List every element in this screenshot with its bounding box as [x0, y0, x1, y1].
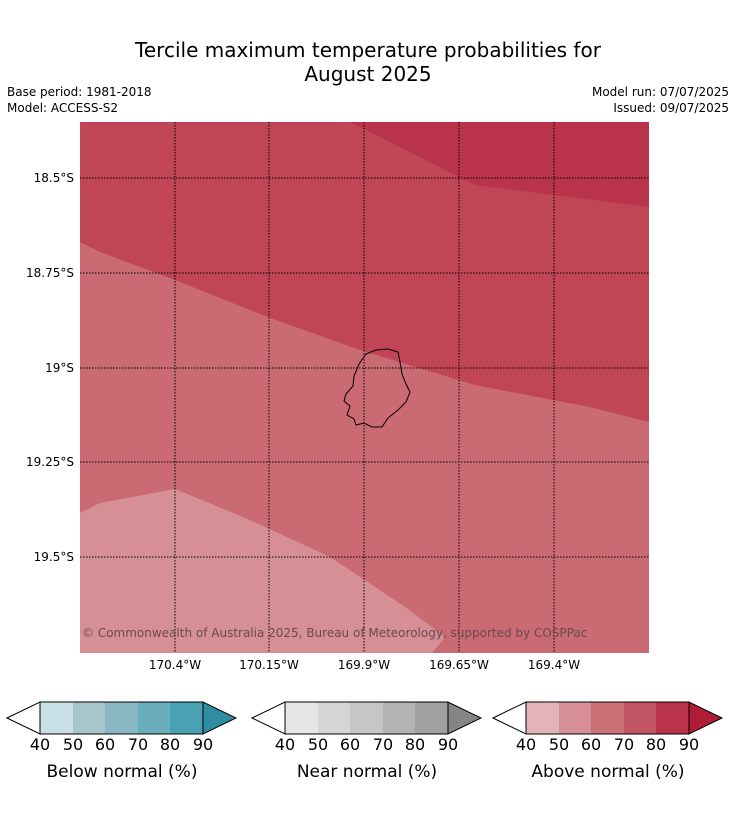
colorbar-below-label: Below normal (%) — [46, 762, 198, 782]
cbar-above-tick: 40 — [515, 735, 537, 754]
cbar-above-tick: 80 — [645, 735, 667, 754]
cbar-near-tick: 90 — [437, 735, 459, 754]
cbar-above-tick: 50 — [548, 735, 570, 754]
cbar-below-tick: 60 — [94, 735, 116, 754]
cbar-below-outline — [39, 701, 204, 735]
cbar-below-tick: 70 — [127, 735, 149, 754]
zone-above-80-90 — [350, 122, 649, 207]
cbar-above-swatch — [559, 702, 591, 734]
cbar-above-swatch — [624, 702, 656, 734]
cbar-near-tick: 60 — [339, 735, 361, 754]
colorbar-below-normal — [6, 701, 238, 735]
colorbar-below-ticks: 40 50 60 70 80 90 — [6, 736, 238, 756]
cbar-above-max-extend — [688, 701, 724, 735]
issued-date: Issued: 09/07/2025 — [613, 101, 729, 115]
cbar-near-swatch — [285, 702, 318, 734]
cbar-near-outline — [284, 701, 449, 735]
cbar-below-swatch — [138, 702, 170, 734]
title-line-1: Tercile maximum temperature probabilitie… — [135, 38, 601, 62]
cbar-near-min-extend — [251, 701, 286, 735]
colorbar-above-normal — [492, 701, 724, 735]
cbar-below-min-extend — [6, 701, 41, 735]
cbar-below-max-extend — [202, 701, 238, 735]
lon-label-5: 169.4°W — [527, 658, 581, 672]
cbar-below-tick: 80 — [159, 735, 181, 754]
cbar-below-swatch — [73, 702, 105, 734]
cbar-near-swatch — [350, 702, 383, 734]
model-name: Model: ACCESS-S2 — [7, 101, 119, 115]
title-line-2: August 2025 — [304, 62, 432, 86]
island-coastline — [343, 348, 411, 428]
cbar-below-swatch — [105, 702, 138, 734]
cbar-below-tick: 40 — [29, 735, 51, 754]
lat-label-5: 19.5°S — [33, 550, 74, 564]
lon-label-2: 170.15°W — [239, 658, 299, 672]
colorbar-near-label: Near normal (%) — [296, 762, 438, 782]
lat-label-1: 18.5°S — [33, 171, 74, 185]
gridlines — [80, 122, 649, 653]
lat-label-3: 19°S — [45, 361, 74, 375]
base-period: Base period: 1981-2018 — [7, 85, 152, 99]
cbar-near-tick: 70 — [372, 735, 394, 754]
cbar-below-tick: 90 — [192, 735, 214, 754]
model-run: Model run: 07/07/2025 — [591, 85, 729, 99]
colorbar-near-normal — [251, 701, 483, 735]
cbar-near-tick: 80 — [404, 735, 426, 754]
probability-map — [80, 122, 649, 653]
lon-label-1: 170.4°W — [148, 658, 202, 672]
cbar-near-tick: 40 — [274, 735, 296, 754]
lon-label-3: 169.9°W — [337, 658, 391, 672]
cbar-above-outline — [525, 701, 690, 735]
cbar-near-swatch — [383, 702, 415, 734]
cbar-above-tick: 70 — [613, 735, 635, 754]
colorbar-above-ticks: 40 50 60 70 80 90 — [492, 736, 724, 756]
cbar-below-swatch — [40, 702, 73, 734]
meta-right: Model run: 07/07/2025 Issued: 09/07/2025 — [592, 84, 729, 116]
cbar-near-swatch — [318, 702, 350, 734]
cbar-near-tick: 50 — [307, 735, 329, 754]
zone-above-50-60 — [80, 489, 445, 653]
cbar-above-min-extend — [492, 701, 527, 735]
copyright-notice: © Commonwealth of Australia 2025, Bureau… — [82, 626, 588, 640]
cbar-above-swatch — [656, 702, 689, 734]
cbar-above-swatch — [591, 702, 624, 734]
cbar-near-max-extend — [447, 701, 483, 735]
colorbar-above-label: Above normal (%) — [531, 762, 685, 782]
cbar-above-swatch — [526, 702, 559, 734]
lon-label-4: 169.65°W — [429, 658, 489, 672]
colorbar-near-ticks: 40 50 60 70 80 90 — [251, 736, 483, 756]
meta-left: Base period: 1981-2018 Model: ACCESS-S2 — [7, 84, 152, 116]
cbar-below-swatch — [170, 702, 203, 734]
cbar-below-tick: 50 — [62, 735, 84, 754]
lat-label-2: 18.75°S — [26, 266, 74, 280]
cbar-above-tick: 60 — [580, 735, 602, 754]
lat-label-4: 19.25°S — [26, 455, 74, 469]
cbar-near-swatch — [415, 702, 448, 734]
chart-title: Tercile maximum temperature probabilitie… — [0, 38, 736, 86]
cbar-above-tick: 90 — [678, 735, 700, 754]
